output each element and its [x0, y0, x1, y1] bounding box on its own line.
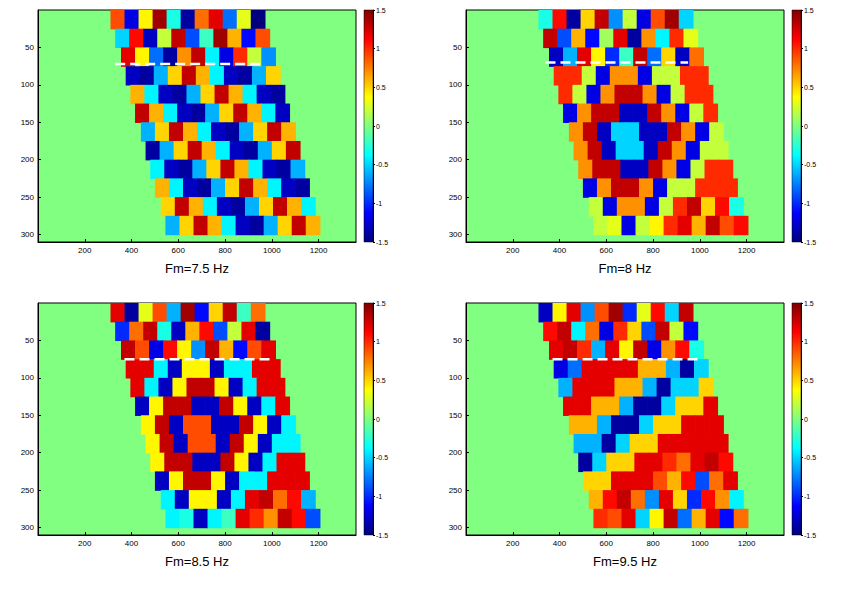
svg-text:150: 150 [449, 411, 463, 420]
svg-text:100: 100 [21, 80, 35, 89]
svg-text:1200: 1200 [310, 539, 328, 548]
svg-text:0: 0 [376, 416, 380, 423]
svg-text:300: 300 [21, 230, 35, 239]
svg-text:1.5: 1.5 [376, 7, 386, 14]
svg-text:0.5: 0.5 [804, 377, 814, 384]
svg-text:300: 300 [21, 523, 35, 532]
svg-text:0.5: 0.5 [376, 377, 386, 384]
svg-text:200: 200 [449, 155, 463, 164]
svg-text:1: 1 [376, 338, 380, 345]
svg-text:-0.5: -0.5 [804, 454, 816, 461]
svg-text:0.5: 0.5 [804, 84, 814, 91]
svg-text:1000: 1000 [263, 539, 281, 548]
svg-text:1: 1 [804, 338, 808, 345]
svg-text:50: 50 [25, 336, 34, 345]
svg-text:300: 300 [449, 523, 463, 532]
svg-text:-0.5: -0.5 [376, 161, 388, 168]
svg-text:-1: -1 [376, 200, 382, 207]
svg-text:250: 250 [449, 486, 463, 495]
svg-text:250: 250 [449, 193, 463, 202]
svg-text:1: 1 [376, 45, 380, 52]
svg-text:150: 150 [21, 411, 35, 420]
svg-text:600: 600 [172, 539, 186, 548]
svg-text:-1: -1 [804, 200, 810, 207]
svg-text:400: 400 [125, 539, 139, 548]
svg-text:800: 800 [646, 246, 660, 255]
svg-text:200: 200 [506, 539, 520, 548]
svg-text:1000: 1000 [691, 246, 709, 255]
svg-text:800: 800 [646, 539, 660, 548]
svg-text:600: 600 [172, 246, 186, 255]
svg-text:-1.5: -1.5 [804, 532, 816, 539]
svg-text:1200: 1200 [738, 246, 756, 255]
svg-text:Fm=9.5 Hz: Fm=9.5 Hz [593, 554, 657, 569]
svg-text:200: 200 [506, 246, 520, 255]
svg-text:600: 600 [600, 246, 614, 255]
svg-text:-1.5: -1.5 [804, 239, 816, 246]
svg-text:100: 100 [449, 80, 463, 89]
svg-text:-1.5: -1.5 [376, 532, 388, 539]
svg-text:1200: 1200 [310, 246, 328, 255]
svg-text:1.5: 1.5 [376, 300, 386, 307]
svg-text:Fm=8 Hz: Fm=8 Hz [598, 261, 651, 276]
svg-text:50: 50 [453, 43, 462, 52]
svg-text:150: 150 [449, 118, 463, 127]
svg-text:400: 400 [553, 246, 567, 255]
svg-text:0.5: 0.5 [376, 84, 386, 91]
svg-text:600: 600 [600, 539, 614, 548]
svg-text:Fm=8.5 Hz: Fm=8.5 Hz [165, 554, 229, 569]
svg-text:300: 300 [449, 230, 463, 239]
svg-text:Fm=7.5 Hz: Fm=7.5 Hz [165, 261, 229, 276]
svg-text:200: 200 [21, 155, 35, 164]
svg-text:1000: 1000 [263, 246, 281, 255]
svg-text:800: 800 [218, 246, 232, 255]
svg-text:400: 400 [125, 246, 139, 255]
svg-text:-0.5: -0.5 [376, 454, 388, 461]
svg-text:400: 400 [553, 539, 567, 548]
svg-text:100: 100 [449, 373, 463, 382]
svg-text:200: 200 [78, 246, 92, 255]
svg-text:200: 200 [78, 539, 92, 548]
svg-text:-1: -1 [804, 493, 810, 500]
svg-text:200: 200 [449, 448, 463, 457]
svg-text:1.5: 1.5 [804, 7, 814, 14]
svg-text:0: 0 [804, 416, 808, 423]
svg-text:1: 1 [804, 45, 808, 52]
svg-text:0: 0 [804, 123, 808, 130]
svg-text:250: 250 [21, 193, 35, 202]
svg-text:-1: -1 [376, 493, 382, 500]
svg-text:0: 0 [376, 123, 380, 130]
svg-text:800: 800 [218, 539, 232, 548]
svg-text:-1.5: -1.5 [376, 239, 388, 246]
svg-text:-0.5: -0.5 [804, 161, 816, 168]
svg-text:1200: 1200 [738, 539, 756, 548]
svg-text:250: 250 [21, 486, 35, 495]
svg-text:50: 50 [453, 336, 462, 345]
svg-text:100: 100 [21, 373, 35, 382]
svg-text:1000: 1000 [691, 539, 709, 548]
svg-text:1.5: 1.5 [804, 300, 814, 307]
svg-text:150: 150 [21, 118, 35, 127]
svg-text:200: 200 [21, 448, 35, 457]
svg-text:50: 50 [25, 43, 34, 52]
